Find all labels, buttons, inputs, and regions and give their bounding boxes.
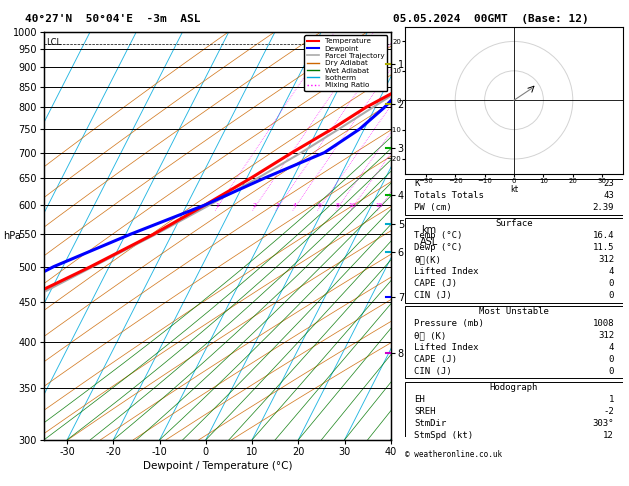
Bar [405,382,623,442]
Text: CIN (J): CIN (J) [414,367,452,376]
Text: Most Unstable: Most Unstable [479,307,549,316]
Text: K: K [414,179,420,188]
Text: © weatheronline.co.uk: © weatheronline.co.uk [405,450,503,459]
Text: 6: 6 [318,203,321,208]
Text: 12: 12 [603,431,614,440]
Text: EH: EH [414,395,425,404]
Text: 4: 4 [609,343,614,352]
Text: 16.4: 16.4 [593,231,614,240]
Text: 1: 1 [609,395,614,404]
Text: 2: 2 [253,203,257,208]
Text: 15: 15 [376,203,384,208]
Text: Pressure (mb): Pressure (mb) [414,319,484,328]
Text: 05.05.2024  00GMT  (Base: 12): 05.05.2024 00GMT (Base: 12) [393,14,589,24]
Text: hPa: hPa [4,231,21,241]
X-axis label: Dewpoint / Temperature (°C): Dewpoint / Temperature (°C) [143,461,292,471]
Text: 303°: 303° [593,419,614,428]
Text: Totals Totals: Totals Totals [414,191,484,200]
Text: StmSpd (kt): StmSpd (kt) [414,431,473,440]
Text: θᴄ (K): θᴄ (K) [414,331,446,340]
Text: PW (cm): PW (cm) [414,203,452,212]
Text: 0: 0 [609,355,614,364]
Text: θᴄ(K): θᴄ(K) [414,255,441,264]
Text: Surface: Surface [495,220,533,228]
Text: 11.5: 11.5 [593,243,614,252]
Bar [405,306,623,379]
Text: 3: 3 [276,203,280,208]
Bar [405,218,623,303]
Legend: Temperature, Dewpoint, Parcel Trajectory, Dry Adiabat, Wet Adiabat, Isotherm, Mi: Temperature, Dewpoint, Parcel Trajectory… [304,35,387,91]
X-axis label: kt: kt [510,185,518,194]
Text: 312: 312 [598,255,614,264]
Text: 2.39: 2.39 [593,203,614,212]
Text: 8: 8 [336,203,340,208]
Text: Hodograph: Hodograph [490,383,538,392]
Text: 0: 0 [609,279,614,288]
Text: Temp (°C): Temp (°C) [414,231,462,240]
Y-axis label: km
ASL: km ASL [420,225,438,246]
Text: SREH: SREH [414,407,435,416]
Text: CIN (J): CIN (J) [414,291,452,300]
Text: -2: -2 [603,407,614,416]
Text: 23: 23 [603,179,614,188]
Text: CAPE (J): CAPE (J) [414,355,457,364]
Text: 1008: 1008 [593,319,614,328]
Text: 0: 0 [609,291,614,300]
Text: 312: 312 [598,331,614,340]
Text: Dewp (°C): Dewp (°C) [414,243,462,252]
Text: Lifted Index: Lifted Index [414,267,479,276]
Text: 4: 4 [292,203,297,208]
Text: 10: 10 [348,203,356,208]
Text: LCL: LCL [47,38,62,47]
Text: 0: 0 [609,367,614,376]
Text: 43: 43 [603,191,614,200]
Text: CAPE (J): CAPE (J) [414,279,457,288]
Bar [405,178,623,215]
Text: StmDir: StmDir [414,419,446,428]
Text: 4: 4 [609,267,614,276]
Text: 40°27'N  50°04'E  -3m  ASL: 40°27'N 50°04'E -3m ASL [25,14,201,24]
Text: 1: 1 [215,203,219,208]
Text: Lifted Index: Lifted Index [414,343,479,352]
Text: 20: 20 [396,203,404,208]
